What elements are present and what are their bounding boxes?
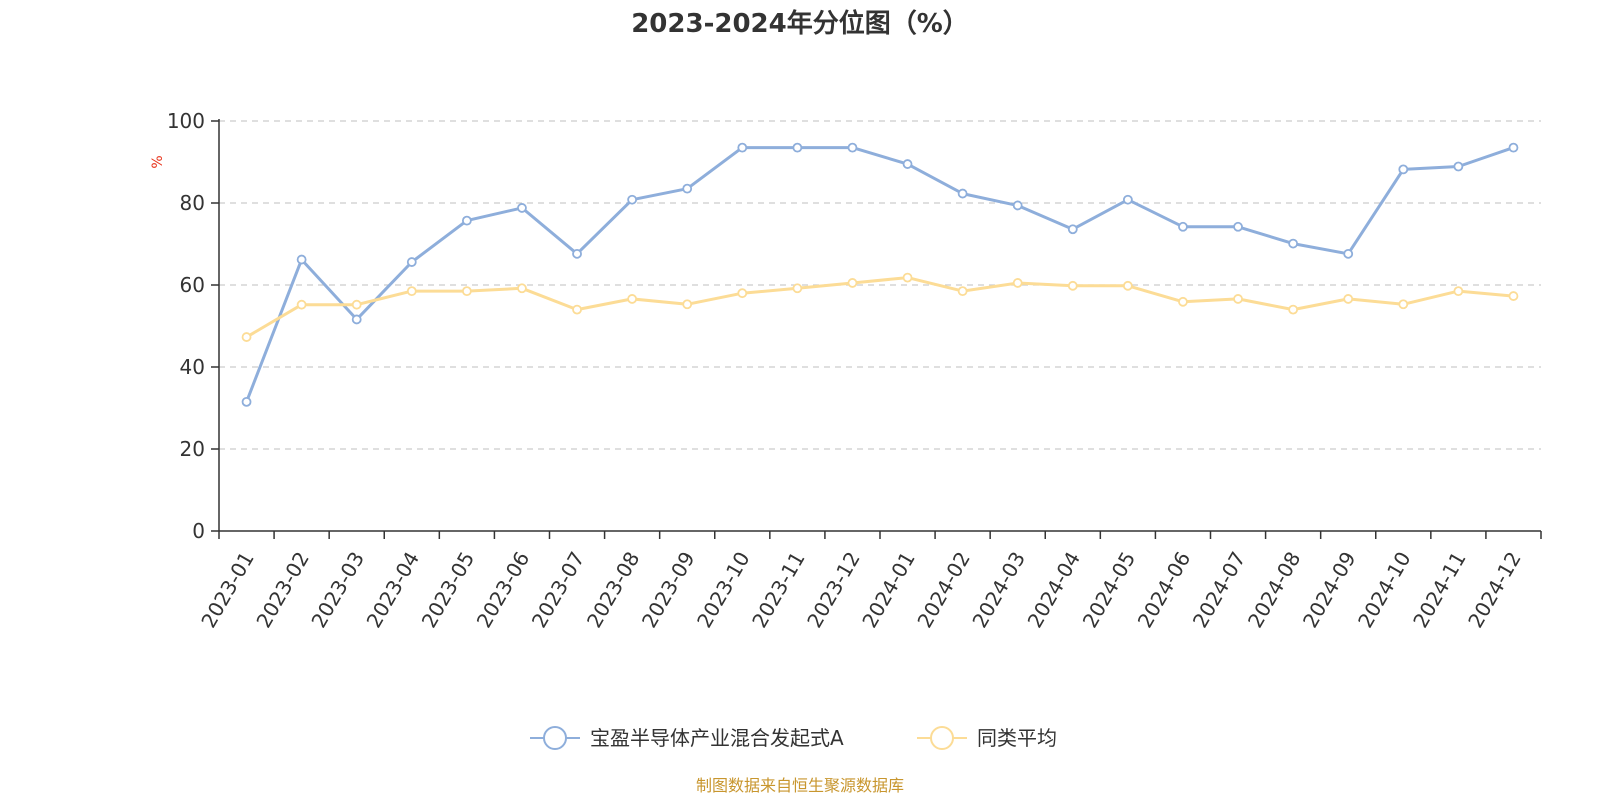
x-tick-label: 2023-06 [472, 548, 535, 632]
data-point[interactable] [737, 288, 748, 299]
data-point[interactable] [351, 299, 362, 310]
x-tick-label: 2024-09 [1298, 548, 1361, 632]
x-tick-label: 2023-03 [306, 548, 369, 632]
legend-item-0[interactable]: 宝盈半导体产业混合发起式A [530, 726, 844, 750]
series-0 [241, 142, 1519, 407]
data-point[interactable] [1233, 221, 1243, 232]
data-point[interactable] [406, 257, 417, 267]
data-point[interactable] [1178, 296, 1188, 307]
data-point[interactable] [1288, 238, 1299, 249]
data-point[interactable] [902, 159, 913, 169]
y-tick-label: 60 [180, 273, 205, 297]
y-tick-label: 100 [167, 109, 205, 133]
data-point[interactable] [1398, 299, 1409, 310]
series-line-0 [245, 146, 1514, 403]
x-tick-label: 2023-05 [417, 548, 480, 632]
x-tick-label: 2023-10 [692, 548, 755, 632]
data-point[interactable] [957, 286, 968, 297]
x-tick-label: 2023-09 [637, 548, 700, 632]
series-group [241, 142, 1519, 407]
x-tick-label: 2024-05 [1078, 548, 1141, 632]
x-tick-label: 2024-08 [1243, 548, 1306, 632]
x-tick-label: 2024-04 [1023, 548, 1086, 632]
legend-label: 宝盈半导体产业混合发起式A [590, 726, 844, 750]
data-point[interactable] [1233, 294, 1243, 304]
y-tick-label: 40 [180, 355, 205, 379]
y-axis-label: % [150, 155, 166, 168]
data-point[interactable] [1067, 224, 1078, 235]
data-point[interactable] [1012, 278, 1023, 288]
data-point[interactable] [792, 283, 803, 294]
data-point[interactable] [1508, 291, 1519, 301]
legend-swatch-marker [543, 726, 567, 750]
data-point[interactable] [1012, 200, 1023, 211]
data-point[interactable] [1122, 280, 1133, 291]
data-point[interactable] [627, 294, 638, 304]
legend-swatch-marker [930, 726, 954, 750]
legend-label: 同类平均 [977, 726, 1057, 750]
x-tick-label: 2023-02 [251, 548, 314, 632]
data-point[interactable] [1067, 280, 1078, 291]
data-point[interactable] [737, 142, 748, 153]
grid-lines [219, 120, 1541, 450]
data-point[interactable] [1508, 142, 1519, 153]
data-point[interactable] [682, 183, 693, 194]
source-note: 制图数据来自恒生聚源数据库 [696, 776, 904, 795]
x-tick-label: 2024-07 [1188, 548, 1251, 632]
data-point[interactable] [572, 304, 582, 315]
data-point[interactable] [241, 396, 252, 407]
data-point[interactable] [1343, 294, 1354, 304]
chart-title: 2023-2024年分位图（%） [631, 8, 969, 39]
data-point[interactable] [957, 188, 968, 199]
series-line-1 [245, 276, 1514, 339]
x-tick-label: 2023-04 [362, 548, 425, 632]
data-point[interactable] [847, 278, 858, 288]
x-tick-label: 2024-03 [967, 548, 1030, 632]
data-point[interactable] [1288, 304, 1299, 315]
data-point[interactable] [296, 254, 307, 265]
x-tick-label: 2024-11 [1408, 548, 1471, 632]
data-point[interactable] [241, 332, 252, 342]
data-point[interactable] [627, 194, 638, 205]
data-point[interactable] [351, 314, 362, 325]
legend-item-1[interactable]: 同类平均 [917, 726, 1057, 750]
data-point[interactable] [572, 248, 582, 259]
data-point[interactable] [1122, 194, 1133, 205]
data-point[interactable] [1398, 164, 1409, 175]
y-tick-label: 0 [192, 519, 205, 543]
data-point[interactable] [792, 142, 803, 153]
x-tick-label: 2024-01 [857, 548, 920, 632]
data-point[interactable] [1453, 286, 1464, 297]
data-point[interactable] [1453, 161, 1464, 172]
series-1 [241, 272, 1519, 342]
x-tick-label: 2023-12 [802, 548, 865, 632]
x-tick-label: 2024-06 [1133, 548, 1196, 632]
data-point[interactable] [847, 142, 858, 153]
legend[interactable]: 宝盈半导体产业混合发起式A 同类平均 [530, 726, 1057, 750]
data-point[interactable] [461, 286, 472, 297]
data-point[interactable] [1343, 248, 1354, 259]
axes: 0 20 40 60 80 100 2023-012023-022023-032023-04… [167, 109, 1542, 632]
data-point[interactable] [902, 272, 913, 283]
data-point[interactable] [517, 203, 527, 213]
x-tick-label: 2024-10 [1353, 548, 1416, 632]
data-point[interactable] [296, 299, 307, 310]
y-tick-label: 20 [180, 437, 205, 461]
x-tick-label: 2024-12 [1463, 548, 1526, 632]
data-point[interactable] [682, 299, 693, 310]
data-point[interactable] [1178, 221, 1188, 232]
data-point[interactable] [406, 286, 417, 297]
x-tick-label: 2023-11 [747, 548, 810, 632]
data-point[interactable] [517, 283, 527, 294]
data-point[interactable] [461, 215, 472, 226]
x-tick-label: 2023-07 [527, 548, 590, 632]
y-tick-label: 80 [180, 191, 205, 215]
x-tick-label: 2023-08 [582, 548, 645, 632]
x-tick-label: 2023-01 [196, 548, 259, 632]
x-tick-label: 2024-02 [912, 548, 975, 632]
